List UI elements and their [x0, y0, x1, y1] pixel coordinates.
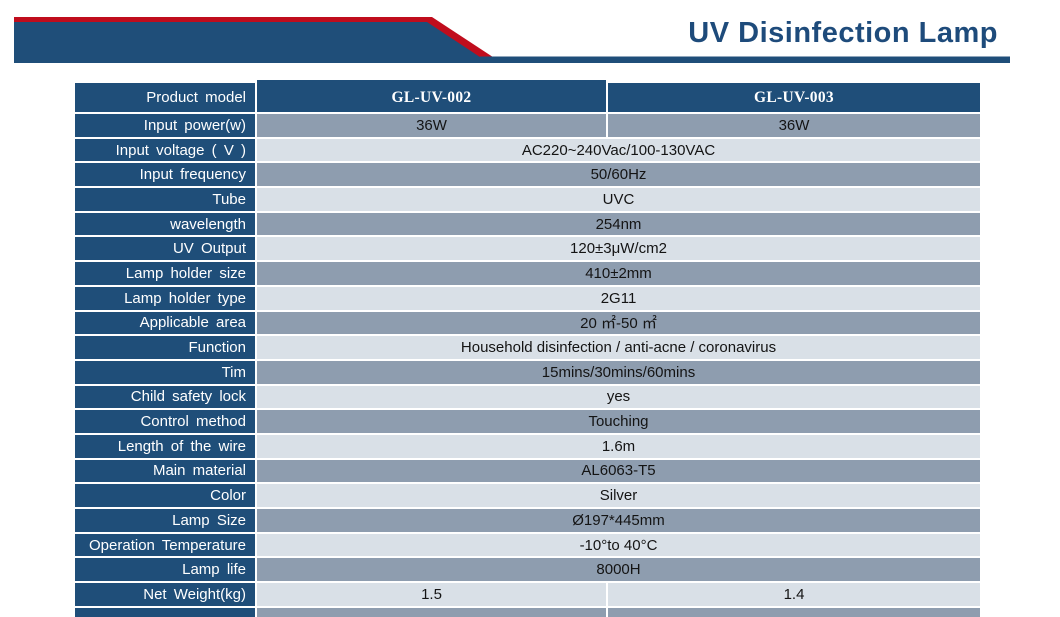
table-row: Net Weight(kg) 1.5 1.4 [75, 583, 980, 606]
table-row: UV Output 120±3μW/cm2 [75, 237, 980, 261]
row-label: Net Weight(kg) [75, 583, 255, 606]
row-value-merged: 120±3μW/cm2 [257, 237, 980, 261]
table-row: Operation Temperature -10°to 40°C [75, 533, 980, 557]
row-label: Tim [75, 360, 255, 384]
row-value-merged: 20 ㎡-50 ㎡ [257, 311, 980, 335]
row-label: Child safety lock [75, 385, 255, 409]
row-label: Lamp holder type [75, 286, 255, 310]
row-label: Color [75, 484, 255, 507]
table-row: Lamp Size Ø197*445mm [75, 509, 980, 532]
row-label: wavelength [75, 212, 255, 236]
row-value-merged: Ø197*445mm [257, 509, 980, 532]
row-label: Operation Temperature [75, 533, 255, 557]
spec-table: Product model GL-UV-002 GL-UV-003 Input … [75, 83, 980, 617]
header-row-label: Product model [75, 83, 255, 112]
table-row: Color Silver [75, 484, 980, 507]
table-row: Main material AL6063-T5 [75, 459, 980, 483]
row-value-gl-uv-002 [257, 607, 606, 617]
table-row: Control method Touching [75, 410, 980, 433]
row-value-merged: AL6063-T5 [257, 459, 980, 483]
row-label: Function [75, 336, 255, 359]
table-row [75, 607, 980, 617]
column-header-gl-uv-002: GL-UV-002 [257, 83, 606, 112]
row-label: Control method [75, 410, 255, 433]
row-value-merged: Touching [257, 410, 980, 433]
table-row: Length of the wire 1.6m [75, 434, 980, 458]
row-label: Input power(w) [75, 114, 255, 137]
table-row: Child safety lock yes [75, 385, 980, 409]
row-value-merged: -10°to 40°C [257, 533, 980, 557]
row-label: Lamp Size [75, 509, 255, 532]
row-value-merged: 2G11 [257, 286, 980, 310]
row-value-gl-uv-003: 1.4 [608, 583, 980, 606]
row-label: UV Output [75, 237, 255, 261]
title-underline [480, 56, 1010, 63]
row-value-gl-uv-002: 1.5 [257, 583, 606, 606]
row-value-merged: Silver [257, 484, 980, 507]
table-row: Tim 15mins/30mins/60mins [75, 360, 980, 384]
table-row: Function Household disinfection / anti-ac… [75, 336, 980, 359]
table-row: Input frequency 50/60Hz [75, 163, 980, 187]
row-value-merged: yes [257, 385, 980, 409]
table-row: wavelength 254nm [75, 212, 980, 236]
column-header-gl-uv-003: GL-UV-003 [608, 83, 980, 112]
table-body: Input power(w) 36W 36W Input voltage ( V ) A… [75, 114, 980, 617]
row-value-merged: 8000H [257, 558, 980, 582]
table-row: Input power(w) 36W 36W [75, 114, 980, 137]
row-value-merged: 254nm [257, 212, 980, 236]
table-header-row: Product model GL-UV-002 GL-UV-003 [75, 83, 980, 112]
row-value-merged: AC220~240Vac/100-130VAC [257, 138, 980, 162]
row-value-merged: 15mins/30mins/60mins [257, 360, 980, 384]
row-label: Tube [75, 188, 255, 211]
row-label: Main material [75, 459, 255, 483]
row-value-gl-uv-003: 36W [608, 114, 980, 137]
page-title: UV Disinfection Lamp [688, 17, 998, 49]
row-value-merged: UVC [257, 188, 980, 211]
header-banner-ribbon [14, 17, 1010, 63]
table-row: Lamp holder size 410±2mm [75, 262, 980, 285]
table-row: Lamp holder type 2G11 [75, 286, 980, 310]
row-label: Input frequency [75, 163, 255, 187]
row-label: Lamp life [75, 558, 255, 582]
row-value-merged: 410±2mm [257, 262, 980, 285]
row-label: Input voltage ( V ) [75, 138, 255, 162]
row-value-merged: Household disinfection / anti-acne / cor… [257, 336, 980, 359]
row-label [75, 607, 255, 617]
row-value-gl-uv-002: 36W [257, 114, 606, 137]
row-label: Lamp holder size [75, 262, 255, 285]
row-label: Applicable area [75, 311, 255, 335]
row-label: Length of the wire [75, 434, 255, 458]
row-value-merged: 1.6m [257, 434, 980, 458]
row-value-merged: 50/60Hz [257, 163, 980, 187]
table-row: Lamp life 8000H [75, 558, 980, 582]
row-value-gl-uv-003 [608, 607, 980, 617]
table-row: Tube UVC [75, 188, 980, 211]
banner-blue-shape [14, 22, 489, 63]
table-row: Applicable area 20 ㎡-50 ㎡ [75, 311, 980, 335]
table-row: Input voltage ( V ) AC220~240Vac/100-130V… [75, 138, 980, 162]
